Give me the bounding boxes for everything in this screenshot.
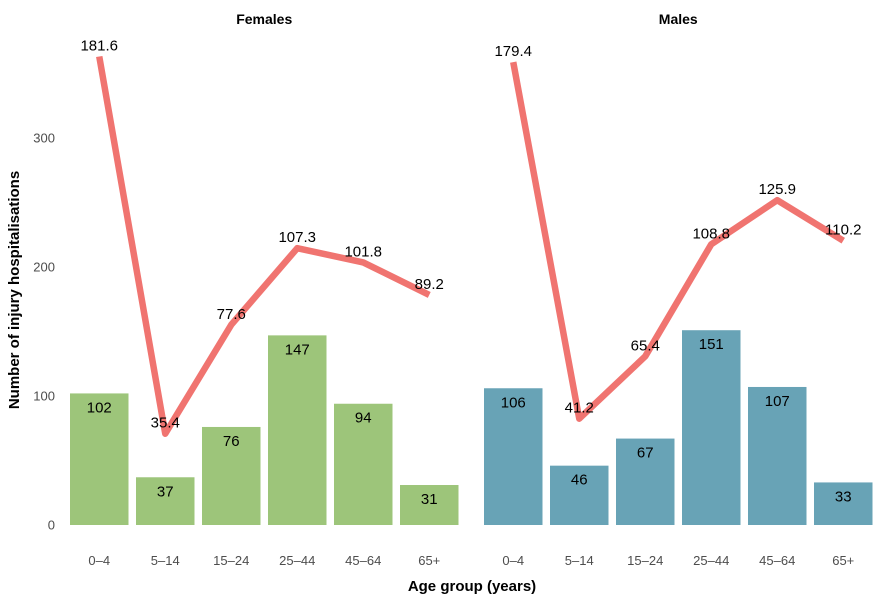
bar-value-label: 46 — [571, 472, 588, 489]
panel-title: Males — [659, 11, 698, 27]
bar-value-label: 94 — [355, 410, 372, 427]
panel-females: Females 102 37 76 147 94 31 181.6 35.4 77.6 107.3 1… — [70, 11, 459, 568]
x-tick-label: 5–14 — [565, 553, 594, 568]
y-tick-label: 300 — [33, 131, 55, 146]
bar-females-4 — [334, 403, 393, 525]
line-value-label: 107.3 — [278, 229, 316, 246]
x-tick-label: 25–44 — [693, 553, 729, 568]
bar-value-label: 76 — [223, 433, 240, 450]
bar-males-0 — [484, 388, 543, 525]
x-tick-label: 15–24 — [627, 553, 663, 568]
y-axis-ticks: 0 100 200 300 — [33, 131, 55, 533]
bar-value-label: 37 — [157, 483, 174, 500]
x-tick-label: 15–24 — [213, 553, 249, 568]
line-value-label: 65.4 — [631, 337, 660, 354]
x-tick-label: 45–64 — [345, 553, 381, 568]
x-tick-label: 0–4 — [502, 553, 524, 568]
x-tick-label: 0–4 — [88, 553, 110, 568]
bar-value-label: 33 — [835, 488, 852, 505]
rate-line-females — [96, 55, 431, 437]
bar-males-1 — [550, 465, 609, 525]
bar-value-label: 151 — [699, 336, 724, 353]
y-tick-label: 200 — [33, 260, 55, 275]
x-axis-title: Age group (years) — [408, 578, 536, 595]
bar-males-4 — [748, 386, 807, 525]
line-value-label: 77.6 — [217, 306, 246, 323]
bar-value-label: 147 — [285, 341, 310, 358]
line-value-label: 181.6 — [80, 37, 118, 54]
y-tick-label: 0 — [48, 518, 55, 533]
bar-males-5 — [814, 482, 873, 525]
y-axis-title: Number of injury hospitalisations — [6, 171, 23, 409]
panel-males: Males 106 46 67 151 107 33 179.4 41.2 65.4 108.8 12… — [484, 11, 873, 568]
bar-value-label: 102 — [87, 399, 112, 416]
bar-females-5 — [400, 485, 459, 525]
line-value-label: 35.4 — [151, 415, 180, 432]
line-value-label: 110.2 — [825, 222, 861, 239]
line-value-label: 101.8 — [344, 243, 382, 260]
rate-line-males — [510, 61, 845, 422]
line-value-label: 125.9 — [758, 181, 796, 198]
x-tick-label: 5–14 — [151, 553, 180, 568]
bar-value-label: 106 — [501, 394, 526, 411]
x-tick-label: 65+ — [832, 553, 854, 568]
bar-value-label: 107 — [765, 393, 790, 410]
bar-females-1 — [136, 477, 195, 525]
x-tick-label: 25–44 — [279, 553, 315, 568]
bar-females-2 — [202, 426, 261, 525]
bar-value-label: 67 — [637, 445, 654, 462]
bar-males-3 — [682, 330, 741, 525]
line-value-label: 108.8 — [692, 225, 730, 242]
panel-title: Females — [236, 11, 292, 27]
y-tick-label: 100 — [33, 389, 55, 404]
panels: Females 102 37 76 147 94 31 181.6 35.4 77.6 107.3 1… — [70, 11, 873, 568]
line-value-label: 41.2 — [565, 400, 594, 417]
bar-females-3 — [268, 335, 327, 525]
bar-females-0 — [70, 393, 129, 525]
line-value-label: 179.4 — [494, 43, 532, 60]
x-tick-label: 65+ — [418, 553, 440, 568]
x-tick-label: 45–64 — [759, 553, 795, 568]
line-value-label: 89.2 — [415, 276, 444, 293]
bar-males-2 — [616, 438, 675, 525]
bar-value-label: 31 — [421, 491, 438, 508]
